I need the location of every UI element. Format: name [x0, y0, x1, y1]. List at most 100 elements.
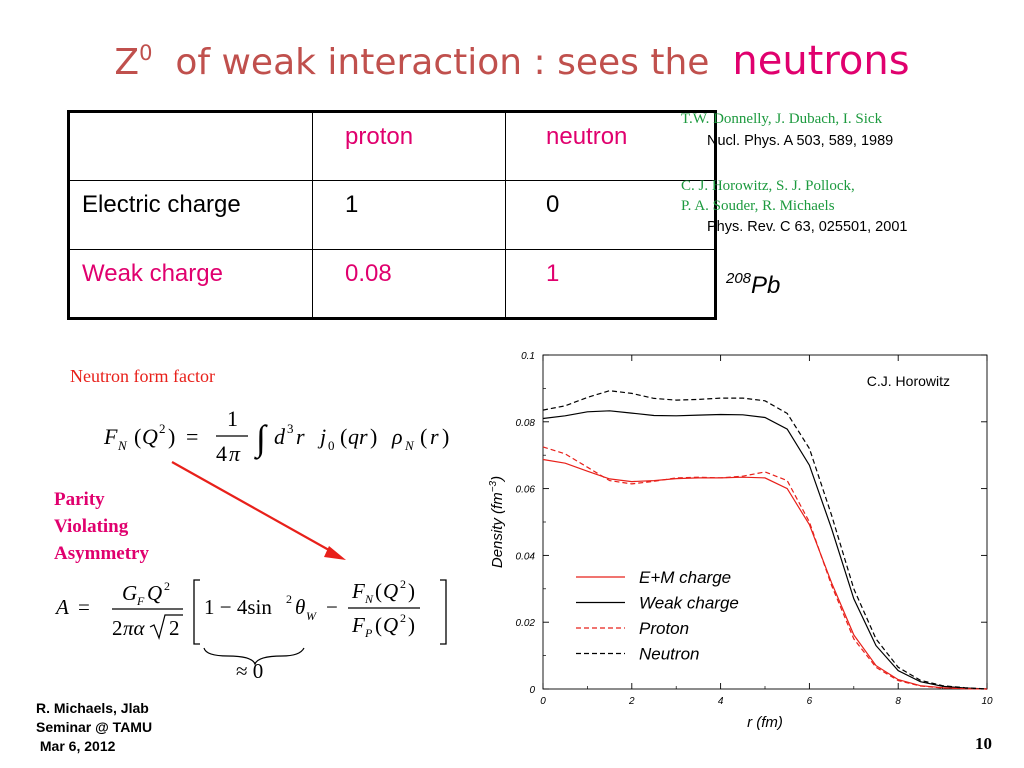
x-tick-label: 8 [895, 696, 901, 707]
density-chart: 0 2 4 6 8 10 0 0.02 0.04 0.06 0.08 0.1 r (fm) Density… [488, 351, 993, 730]
svg-text:N: N [364, 592, 374, 606]
footer-line3: Mar 6, 2012 [36, 738, 116, 754]
table-header-row: proton neutron [68, 111, 716, 181]
approx-zero: ≈ 0 [236, 659, 264, 683]
legend-label: Proton [639, 619, 689, 638]
title-text: of weak interaction : sees the [175, 42, 710, 83]
svg-text:): ) [370, 424, 377, 449]
svg-text:F: F [136, 594, 145, 608]
x-tick-label: 6 [807, 696, 813, 707]
svg-text:Q: Q [147, 581, 162, 605]
y-tick-label: 0.06 [516, 485, 536, 496]
svg-text:Q: Q [383, 613, 398, 637]
ref2-authors-line1: C. J. Horowitz, S. J. Pollock, [681, 178, 855, 194]
x-tick-label: 2 [628, 696, 635, 707]
chart-annotation: C.J. Horowitz [867, 373, 950, 389]
y-axis-label: Density (fm−3) [488, 476, 506, 568]
svg-text:): ) [408, 613, 415, 637]
svg-text:2: 2 [169, 616, 180, 640]
svg-text:(: ( [134, 424, 141, 449]
ref1-authors: T.W. Donnelly, J. Dubach, I. Sick [681, 111, 883, 127]
charge-table: proton neutron Electric charge 1 0 Weak … [67, 110, 717, 320]
legend-label: Weak charge [639, 594, 739, 613]
svg-text:ρ: ρ [391, 424, 403, 449]
x-tick-label: 0 [540, 696, 546, 707]
footer-credit: R. Michaels, Jlab Seminar @ TAMU Mar 6, … [36, 699, 152, 756]
table-row-electric: Electric charge 1 0 [68, 180, 716, 250]
legend-label: E+M charge [639, 568, 731, 587]
y-axis-label-close: ) [489, 476, 506, 483]
plot-frame [542, 354, 988, 690]
svg-text:W: W [306, 609, 317, 623]
series-line-neutron [542, 390, 988, 690]
title-z-superscript: 0 [139, 41, 153, 65]
slide-title: Z0 of weak interaction : sees the neutro… [0, 38, 1024, 84]
svg-text:(: ( [375, 613, 382, 637]
y-tick-label: 0.04 [516, 551, 536, 562]
row-label-weak: Weak charge [68, 249, 313, 319]
nucleus-mass-number: 208 [726, 270, 752, 287]
nucleus-symbol: Pb [751, 272, 781, 299]
asymmetry-formula: A = G F Q 2 2 πα 2 1 − 4sin 2 θ W − F N … [54, 577, 447, 666]
y-tick-label: 0 [529, 685, 535, 696]
footer-line1: R. Michaels, Jlab [36, 700, 149, 716]
title-highlight: neutrons [732, 38, 910, 84]
pva-line3: Asymmetry [54, 543, 149, 564]
svg-text:2: 2 [400, 577, 406, 591]
x-tick-label: 10 [981, 696, 993, 707]
svg-text:−: − [326, 595, 338, 619]
red-arrow [171, 461, 346, 560]
ref2-authors-line2: P. A. Souder, R. Michaels [681, 198, 835, 214]
svg-text:): ) [408, 579, 415, 603]
form-factor-formula: F N ( Q 2 ) = 1 4 π ∫ d 3 r j 0 ( qr ) ρ… [103, 406, 449, 466]
table-header-cell [68, 111, 313, 181]
y-tick-label: 0.1 [521, 351, 535, 362]
weak-neutron-value: 1 [505, 249, 716, 319]
svg-text:r: r [430, 424, 439, 449]
svg-text:=: = [186, 424, 198, 449]
svg-text:(: ( [375, 579, 382, 603]
electric-neutron-value: 0 [505, 180, 716, 250]
svg-text:N: N [404, 438, 415, 453]
ref2-journal: Phys. Rev. C 63, 025501, 2001 [707, 219, 908, 235]
table-row-weak: Weak charge 0.08 1 [68, 249, 716, 319]
y-tick-label: 0.02 [516, 618, 536, 629]
ref1-journal: Nucl. Phys. A 503, 589, 1989 [707, 133, 894, 149]
svg-text:A: A [54, 595, 69, 619]
svg-text:F: F [351, 613, 365, 637]
pva-label: Parity Violating Asymmetry [54, 486, 149, 567]
y-axis-label-exponent: −3 [488, 480, 499, 492]
weak-proton-value: 0.08 [312, 249, 506, 319]
svg-text:F: F [103, 424, 118, 449]
svg-text:π: π [229, 441, 241, 466]
svg-text:2: 2 [112, 616, 123, 640]
svg-text:G: G [122, 581, 137, 605]
svg-text:(: ( [340, 424, 347, 449]
form-factor-label: Neutron form factor [70, 366, 215, 386]
svg-text:2: 2 [159, 421, 166, 436]
svg-text:Q: Q [142, 424, 158, 449]
svg-text:2: 2 [164, 579, 170, 593]
x-tick-label: 4 [718, 696, 724, 707]
series-line-e-m-charge [542, 458, 988, 690]
chart-root: 0 2 4 6 8 10 0 0.02 0.04 0.06 0.08 0.1 r (fm) Density… [488, 351, 993, 730]
page-number: 10 [975, 734, 992, 753]
svg-text:2: 2 [286, 592, 292, 606]
title-z: Z [114, 42, 140, 83]
svg-text:∫: ∫ [254, 418, 268, 460]
svg-text:r: r [296, 424, 305, 449]
svg-text:0: 0 [328, 438, 335, 453]
svg-text:F: F [351, 579, 365, 603]
pva-line2: Violating [54, 516, 129, 537]
svg-text:): ) [168, 424, 175, 449]
svg-text:1 − 4sin: 1 − 4sin [204, 595, 272, 619]
svg-text:N: N [117, 438, 128, 453]
y-tick-label: 0.08 [516, 418, 536, 429]
svg-text:=: = [78, 595, 90, 619]
x-axis-label: r (fm) [747, 714, 783, 730]
svg-text:θ: θ [295, 595, 305, 619]
table-header-proton: proton [312, 111, 506, 181]
svg-text:(: ( [420, 424, 427, 449]
row-label-electric: Electric charge [68, 180, 313, 250]
svg-text:3: 3 [287, 421, 294, 436]
